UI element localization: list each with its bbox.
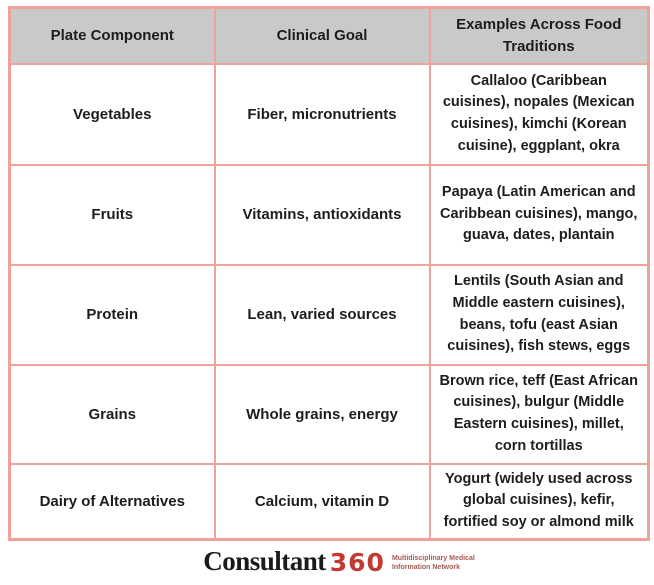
logo-brand-text: Consultant (203, 546, 326, 576)
cell-goal: Whole grains, energy (213, 363, 431, 465)
cell-goal: Fiber, micronutrients (213, 62, 431, 166)
table-row-grains: Grains Whole grains, energy Brown rice, … (8, 363, 650, 465)
table-row-vegetables: Vegetables Fiber, micronutrients Callalo… (8, 62, 650, 166)
table-row-dairy: Dairy of Alternatives Calcium, vitamin D… (8, 462, 650, 541)
logo-tagline: Multidisciplinary Medical Information Ne… (392, 554, 475, 575)
cell-examples: Yogurt (widely used across global cuisin… (428, 462, 650, 541)
consultant360-logo: Consultant 360 Multidisciplinary Medical… (12, 546, 654, 577)
cell-examples: Brown rice, teff (East African cuisines)… (428, 363, 650, 465)
food-traditions-table: Plate Component Clinical Goal Examples A… (8, 6, 650, 541)
cell-examples: Callaloo (Caribbean cuisines), nopales (… (428, 62, 650, 166)
cell-component: Protein (8, 263, 216, 366)
table-body: Vegetables Fiber, micronutrients Callalo… (8, 62, 650, 541)
cell-goal: Vitamins, antioxidants (213, 163, 431, 266)
logo-brand-number: 360 (329, 548, 385, 577)
cell-goal: Calcium, vitamin D (213, 462, 431, 541)
logo-tagline-line1: Multidisciplinary Medical (391, 554, 475, 562)
cell-examples: Lentils (South Asian and Middle eastern … (428, 263, 650, 366)
cell-component: Dairy of Alternatives (8, 462, 216, 541)
cell-goal: Lean, varied sources (213, 263, 431, 366)
cell-examples: Papaya (Latin American and Caribbean cui… (428, 163, 650, 266)
header-examples: Examples Across Food Traditions (428, 6, 650, 65)
header-clinical-goal: Clinical Goal (213, 6, 431, 65)
table-header: Plate Component Clinical Goal Examples A… (8, 6, 650, 65)
header-plate-component: Plate Component (8, 6, 216, 65)
table-row-protein: Protein Lean, varied sources Lentils (So… (8, 263, 650, 366)
header-row: Plate Component Clinical Goal Examples A… (8, 6, 650, 65)
logo-tagline-line2: Information Network (391, 563, 460, 571)
cell-component: Fruits (8, 163, 216, 266)
cell-component: Vegetables (8, 62, 216, 166)
table-row-fruits: Fruits Vitamins, antioxidants Papaya (La… (8, 163, 650, 266)
cell-component: Grains (8, 363, 216, 465)
